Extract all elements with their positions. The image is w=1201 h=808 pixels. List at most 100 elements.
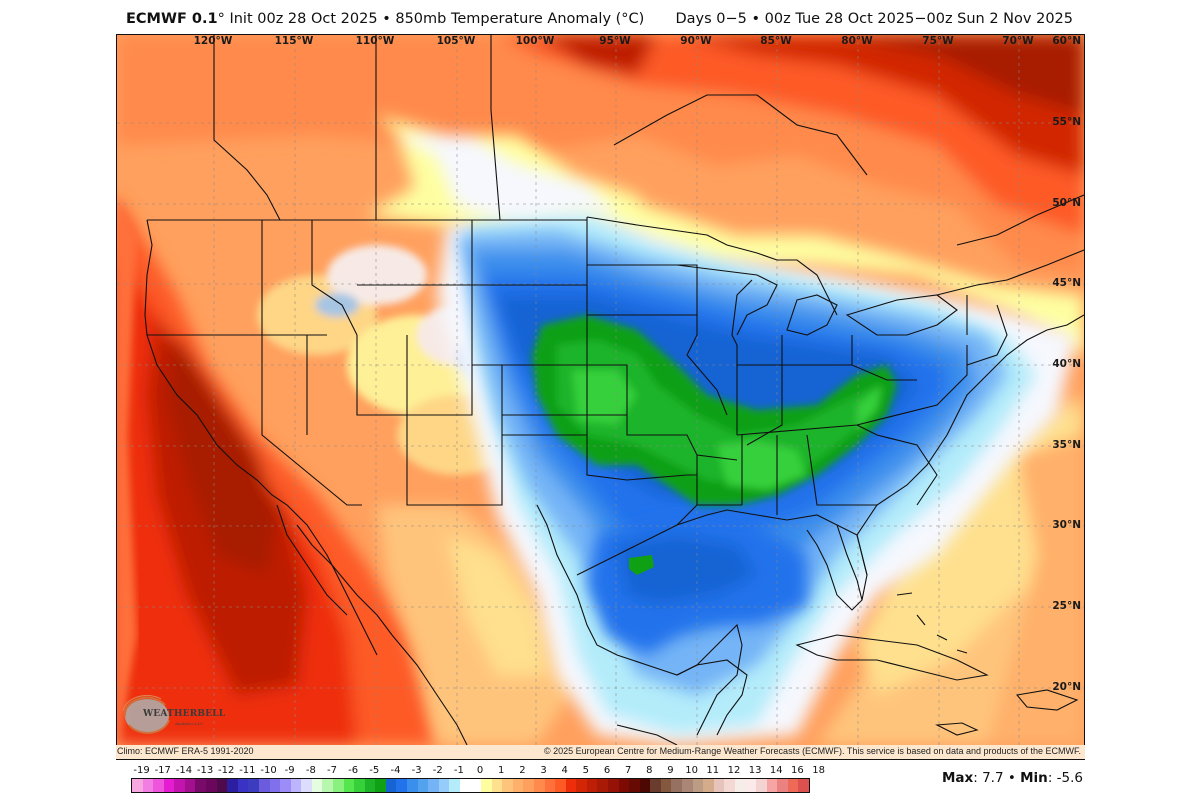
colorbar-swatch	[745, 779, 757, 792]
colorbar-swatch	[163, 779, 175, 792]
colorbar-swatch	[629, 779, 640, 792]
colorbar-tick-label: 12	[727, 765, 741, 776]
colorbar-swatch	[322, 779, 333, 792]
colorbar-swatch	[311, 779, 323, 792]
colorbar-tick-label: -1	[453, 765, 464, 776]
colorbar-swatch	[407, 779, 418, 792]
map-title: ECMWF 0.1° Init 00z 28 Oct 2025 • 850mb …	[126, 11, 645, 27]
lon-label-85w: 85°W	[760, 35, 792, 47]
colorbar-swatch	[798, 779, 809, 792]
colorbar-swatch	[512, 779, 524, 792]
colorbar-swatch	[576, 779, 587, 792]
valid-range: Days 0−5 • 00z Tue 28 Oct 2025−00z Sun 2…	[675, 11, 1073, 27]
colorbar-tick-label: 4	[561, 765, 568, 776]
colorbar-tick-label: 18	[812, 765, 825, 776]
colorbar-swatch	[544, 779, 556, 792]
colorbar-swatch	[153, 779, 164, 792]
colorbar-swatch	[290, 779, 302, 792]
colorbar-tick-label: -5	[369, 765, 380, 776]
colorbar-swatch	[660, 779, 672, 792]
colorbar-swatch	[586, 779, 598, 792]
colorbar-swatch	[258, 779, 270, 792]
colorbar-swatch	[438, 779, 450, 792]
min-label: Min	[1020, 770, 1048, 786]
colorbar	[131, 778, 810, 793]
colorbar-swatch	[206, 779, 217, 792]
logo-swirl-icon	[122, 695, 170, 734]
colorbar-swatch	[734, 779, 746, 792]
colorbar-swatch	[766, 779, 778, 792]
logo-subtext: Analytics LLC	[175, 721, 204, 726]
lat-label-40n: 40°N	[1052, 358, 1081, 370]
lat-label-50n: 50°N	[1052, 197, 1081, 209]
colorbar-swatch	[396, 779, 408, 792]
colorbar-swatch	[618, 779, 630, 792]
colorbar-swatch	[639, 779, 651, 792]
colorbar-swatch	[671, 779, 683, 792]
anomaly-map: WEATHERBELL Analytics LLC	[116, 34, 1085, 746]
colorbar-tick-label: -19	[133, 765, 150, 776]
colorbar-swatch	[597, 779, 609, 792]
colorbar-swatch	[533, 779, 545, 792]
climo-credit: Climo: ECMWF ERA-5 1991-2020	[117, 746, 254, 756]
colorbar-swatch	[132, 779, 143, 792]
lat-label-30n: 30°N	[1052, 519, 1081, 531]
product-name: 850mb Temperature Anomaly (°C)	[395, 11, 645, 27]
colorbar-tick-label: 9	[667, 765, 674, 776]
colorbar-swatch	[713, 779, 725, 792]
colorbar-tick-label: -12	[218, 765, 235, 776]
lon-label-105w: 105°W	[436, 35, 476, 47]
colorbar-swatch	[343, 779, 355, 792]
colorbar-swatch	[523, 779, 534, 792]
lon-label-100w: 100°W	[515, 35, 555, 47]
colorbar-tick-label: -7	[326, 765, 337, 776]
colorbar-tick-label: -17	[154, 765, 171, 776]
map-canvas	[117, 35, 1084, 745]
colorbar-tick-label: 0	[476, 765, 484, 776]
model-name: ECMWF 0.1	[126, 11, 218, 27]
colorbar-swatch	[502, 779, 513, 792]
boundaries	[144, 35, 1084, 745]
colorbar-swatch	[608, 779, 619, 792]
colorbar-swatch	[470, 779, 482, 792]
colorbar-swatch	[777, 779, 788, 792]
colorbar-tick-label: 6	[603, 765, 611, 776]
colorbar-tick-label: 5	[582, 765, 590, 776]
colorbar-swatch	[756, 779, 767, 792]
colorbar-swatch	[280, 779, 291, 792]
colorbar-swatch	[216, 779, 228, 792]
ecmwf-copyright: © 2025 European Centre for Medium-Range …	[543, 746, 1081, 756]
colorbar-swatch	[459, 779, 471, 792]
colorbar-tick-label: 7	[624, 765, 632, 776]
colorbar-swatch	[650, 779, 661, 792]
colorbar-swatch	[354, 779, 365, 792]
lon-label-75w: 75°W	[922, 35, 954, 47]
lon-label-80w: 80°W	[841, 35, 873, 47]
colorbar-swatch	[703, 779, 714, 792]
colorbar-tick-label: 8	[646, 765, 653, 776]
colorbar-tick-label: -10	[260, 765, 277, 776]
colorbar-swatch	[375, 779, 386, 792]
colorbar-tick-label: -6	[348, 765, 359, 776]
colorbar-swatch	[184, 779, 196, 792]
colorbar-swatch	[428, 779, 439, 792]
colorbar-swatch	[682, 779, 693, 792]
colorbar-swatch	[787, 779, 799, 792]
colorbar-swatch	[195, 779, 207, 792]
colorbar-swatch	[301, 779, 312, 792]
lat-label-55n: 55°N	[1052, 116, 1081, 128]
max-label: Max	[941, 770, 974, 786]
colorbar-swatch	[364, 779, 376, 792]
colorbar-swatch	[248, 779, 259, 792]
max-min-stats: Max: 7.7 • Min: -5.6	[941, 770, 1083, 786]
colorbar-swatch	[555, 779, 566, 792]
colorbar-tick-label: 2	[519, 765, 526, 776]
colorbar-swatch	[174, 779, 185, 792]
colorbar-tick-label: 1	[498, 765, 505, 776]
min-value: -5.6	[1056, 770, 1083, 786]
colorbar-tick-label: 13	[748, 765, 762, 776]
max-value: 7.7	[982, 770, 1004, 786]
colorbar-swatch	[142, 779, 154, 792]
lon-label-95w: 95°W	[599, 35, 631, 47]
logo-text: WEATHERBELL	[143, 709, 226, 719]
